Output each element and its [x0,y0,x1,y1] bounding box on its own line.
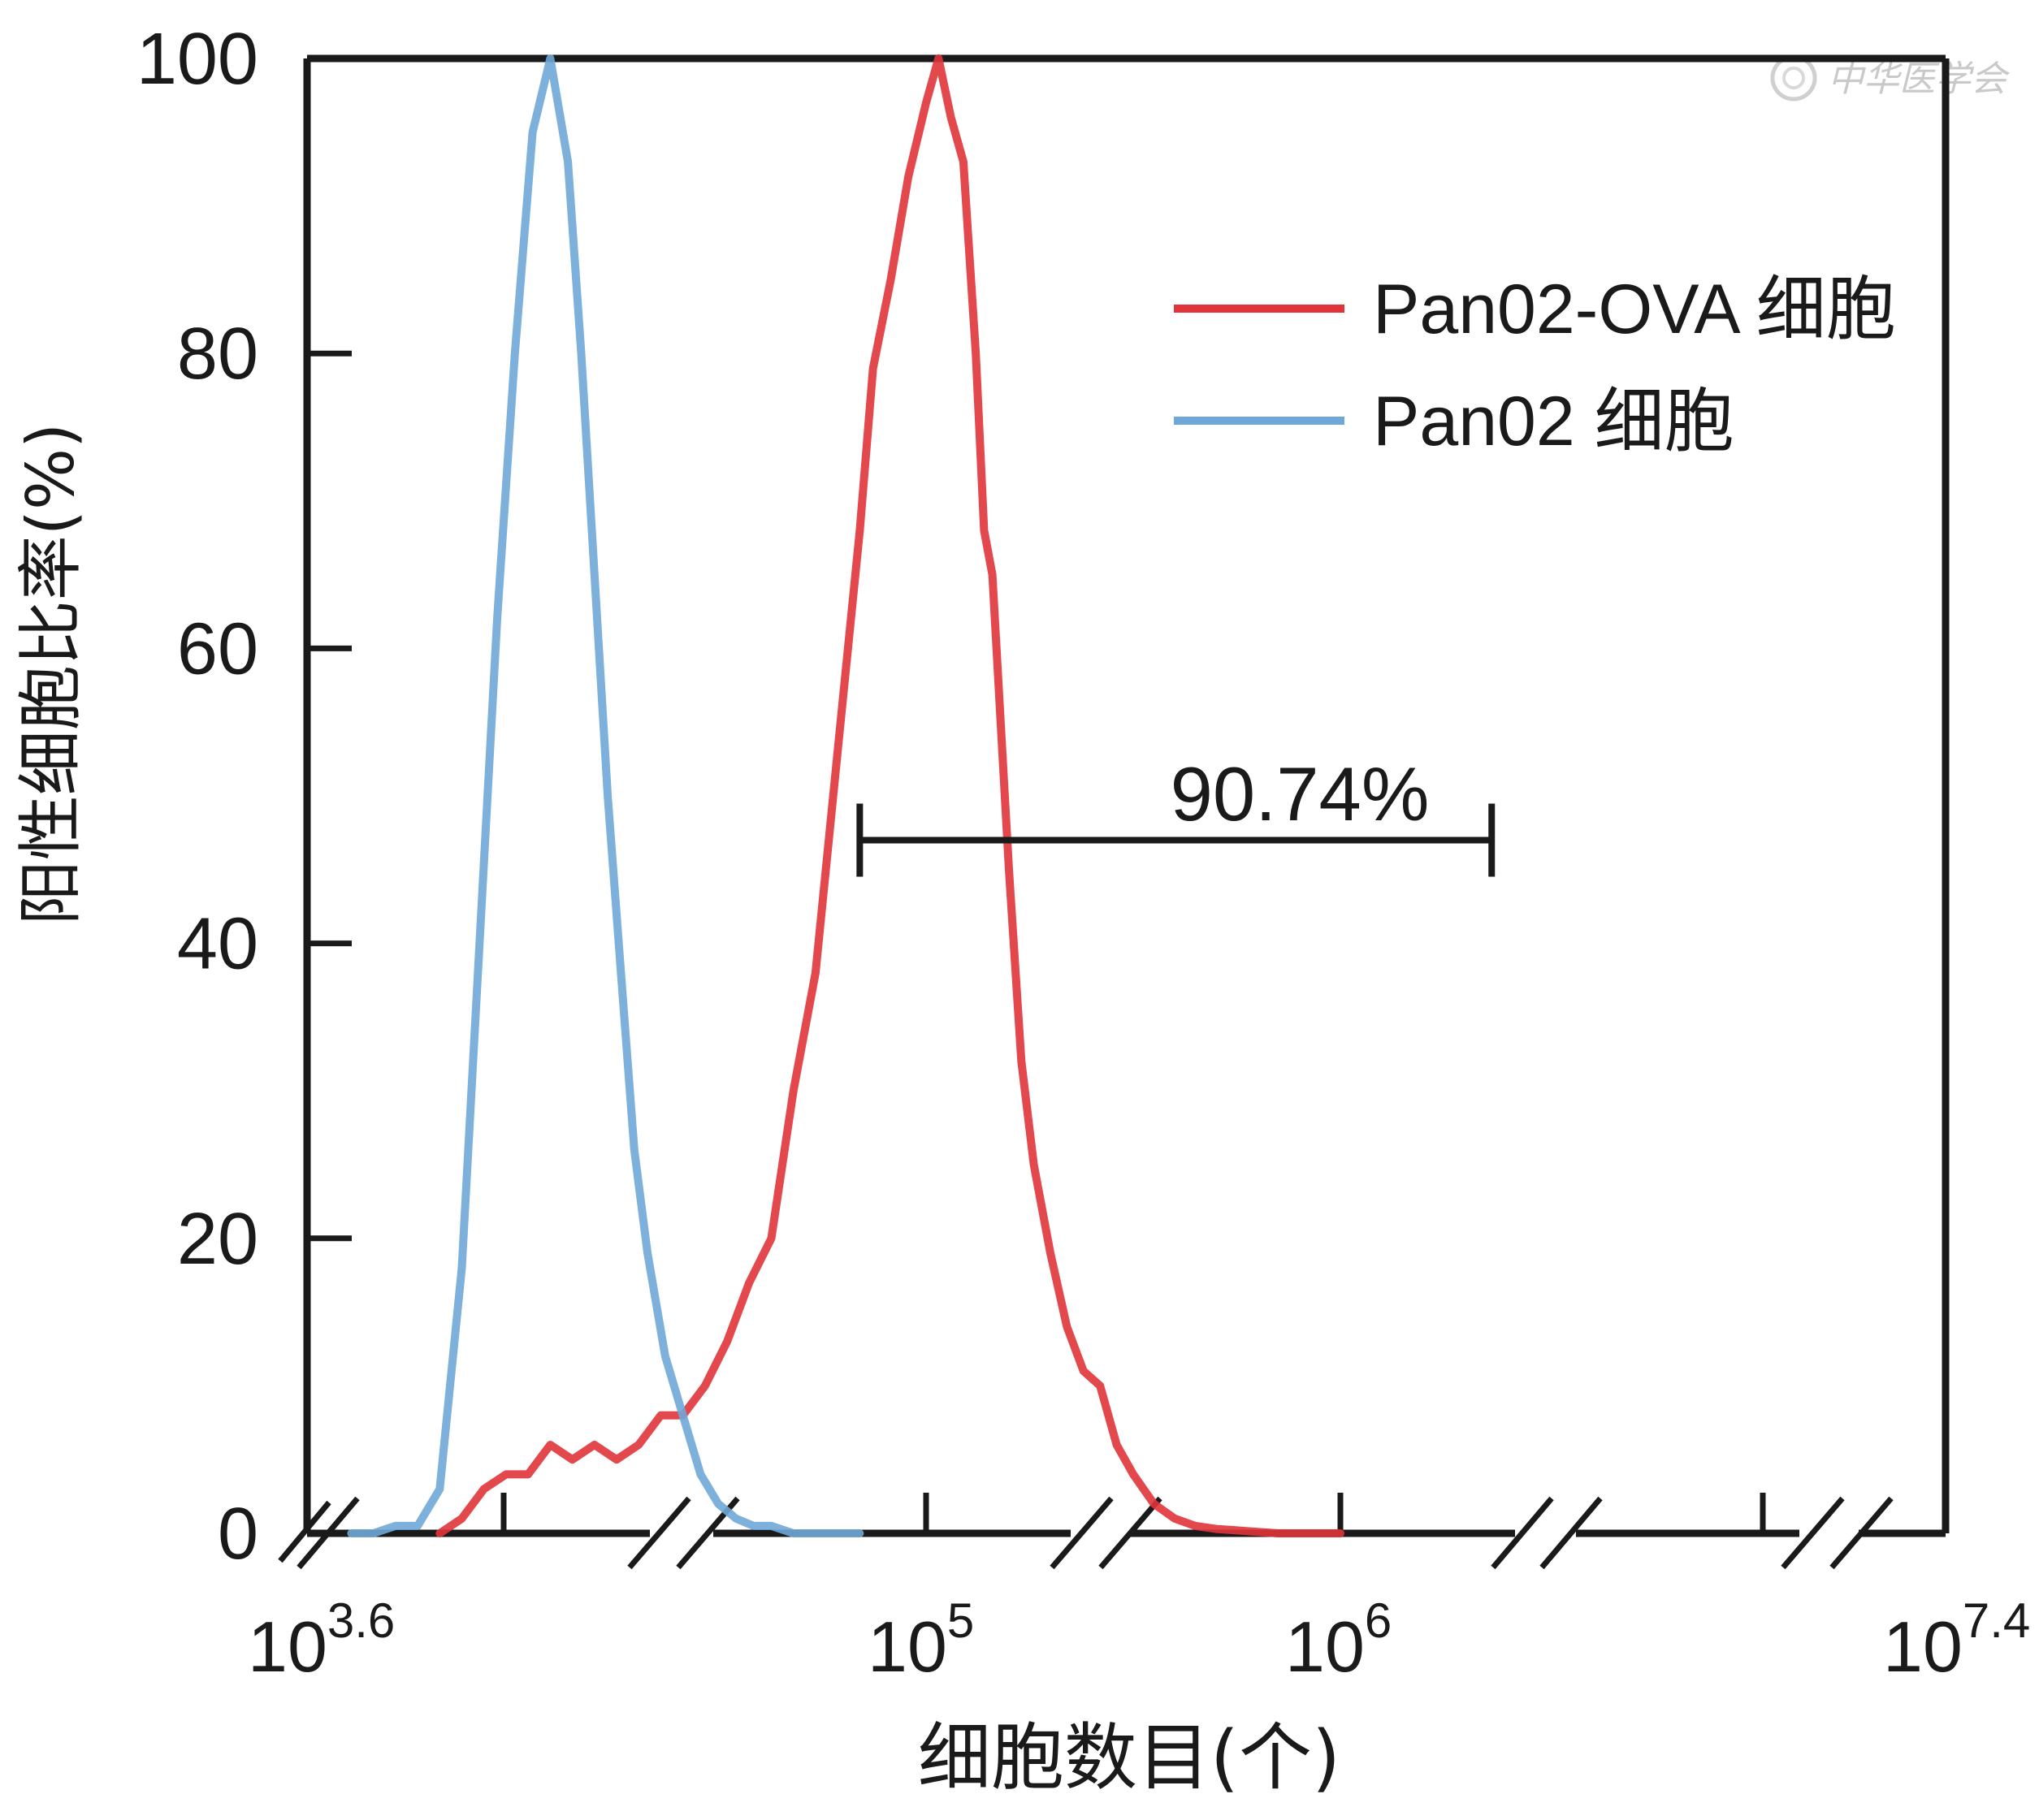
y-tick-label: 0 [218,1494,258,1575]
y-tick-label: 20 [177,1199,258,1280]
x-axis-tick-labels: 103.6 105 106 107.4 [248,1593,2030,1687]
axis-break-marks [278,1496,1894,1570]
y-tick-label: 80 [177,313,258,395]
y-axis-title: 阳性细胞比率(%) [13,423,89,925]
series-layer [347,54,1344,1537]
y-tick-label: 40 [177,904,258,985]
legend-label-pan02: Pan02 细胞 [1373,383,1734,460]
x-tick-label-0: 103.6 [248,1593,395,1687]
x-axis-title: 细胞数目(个) [918,1715,1340,1801]
gate-label: 90.74% [1171,751,1430,837]
y-axis-ticks: 0 20 40 60 80 100 [136,19,352,1575]
x-tick-label-3: 107.4 [1883,1593,2030,1687]
y-tick-label: 100 [136,19,258,100]
y-tick-label: 60 [177,608,258,690]
series-line-pan02-ova [435,54,1344,1537]
x-tick-marks [500,1493,1766,1533]
legend-label-pan02-ova: Pan02-OVA 细胞 [1373,270,1896,348]
watermark-text: 中华医学会 [1828,58,2010,100]
legend: Pan02-OVA 细胞 Pan02 细胞 [1174,270,1896,460]
series-line-pan02 [347,54,864,1537]
watermark: 中华医学会 [1770,54,2010,102]
gate-annotation: 90.74% [856,751,1496,877]
x-tick-label-2: 106 [1285,1593,1392,1687]
watermark-logo-icon [1770,54,1817,102]
x-tick-label-1: 105 [868,1593,974,1687]
